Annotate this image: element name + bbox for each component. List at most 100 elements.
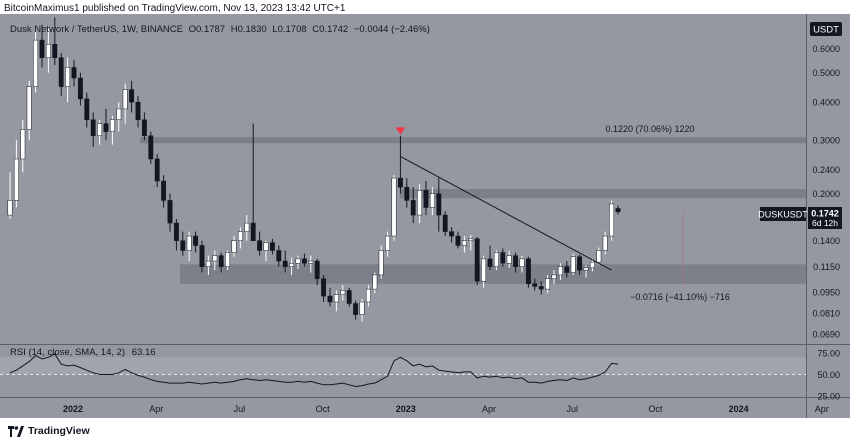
candle-down	[103, 123, 109, 132]
rsi-tick-label: 75.00	[817, 349, 840, 359]
candle-up	[186, 235, 192, 251]
candle-up	[7, 200, 13, 216]
candle-down	[346, 290, 352, 304]
time-tick-label: Apr	[149, 404, 163, 414]
candle-down	[52, 44, 58, 58]
symbol-name[interactable]: Dusk Network / TetherUS, 1W, BINANCE	[10, 24, 183, 35]
candle-down	[276, 250, 282, 262]
candle-down	[532, 283, 538, 287]
candle-down	[193, 235, 199, 246]
candle-up	[26, 86, 32, 130]
ohlc-close: C0.1742	[312, 24, 349, 35]
candle-up	[391, 177, 397, 237]
rsi-axis[interactable]	[806, 345, 850, 397]
downside-target-label: −0.0716 (−41.10%) −716	[630, 292, 730, 302]
candle-down	[161, 180, 167, 201]
candle-down	[71, 67, 77, 79]
candle-up	[97, 123, 103, 137]
currency-badge[interactable]: USDT	[810, 22, 842, 36]
currency-label: USDT	[813, 25, 839, 36]
candle-down	[442, 214, 448, 232]
candle-down	[525, 258, 531, 285]
ohlc-high: H0.1830	[230, 24, 267, 35]
candle-down	[449, 231, 455, 237]
time-axis[interactable]	[0, 398, 806, 418]
candle-up	[65, 67, 71, 87]
candle-up	[429, 193, 435, 208]
tradingview-footer[interactable]: TradingView	[8, 425, 90, 437]
price-axis[interactable]	[806, 14, 850, 344]
candle-up	[372, 274, 378, 290]
candle-up	[333, 294, 339, 303]
time-tick-label: 2024	[729, 404, 749, 414]
candle-up	[289, 263, 295, 267]
symbol-legend[interactable]: Dusk Network / TetherUS, 1W, BINANCE O0.…	[10, 24, 433, 35]
candle-down	[538, 286, 544, 290]
candle-up	[116, 108, 122, 121]
candle-down	[173, 222, 179, 241]
candle-up	[602, 235, 608, 251]
candle-down	[410, 200, 416, 216]
candle-down	[404, 186, 410, 201]
candle-up	[359, 301, 365, 315]
resistance-zone	[140, 137, 806, 144]
candle-up	[385, 235, 391, 251]
candle-down	[135, 101, 141, 121]
candle-up	[589, 261, 595, 269]
peak-marker-icon	[395, 127, 406, 135]
last-price-value: 0.1742	[811, 209, 839, 219]
rsi-legend-value: 63.16	[131, 347, 156, 358]
price-pane[interactable]	[0, 14, 806, 344]
rsi-legend-label[interactable]: RSI (14, close, SMA, 14, 2)	[10, 347, 126, 358]
candle-up	[570, 256, 576, 273]
time-tick-label: 2022	[63, 404, 83, 414]
candle-up	[33, 39, 39, 87]
candle-down	[148, 135, 154, 160]
candle-down	[353, 303, 359, 315]
candle-up	[417, 190, 423, 216]
candle-up	[225, 252, 231, 267]
price-tick-label: 0.1150	[813, 262, 840, 272]
candle-up	[231, 240, 237, 253]
candle-up	[45, 44, 51, 58]
candle-down	[321, 278, 327, 297]
candle-up	[583, 267, 589, 271]
price-tick-label: 0.3000	[812, 136, 840, 146]
candle-up	[596, 250, 602, 263]
candle-down	[397, 177, 403, 188]
descending-trendline	[400, 156, 612, 271]
rsi-legend[interactable]: RSI (14, close, SMA, 14, 2) 63.16	[10, 347, 156, 358]
candle-up	[545, 278, 551, 290]
ohlc-change: −0.0044 (−2.46%)	[353, 24, 430, 35]
rsi-tick-label: 50.00	[817, 370, 840, 380]
candle-down	[615, 208, 621, 213]
candle-down	[577, 256, 583, 271]
time-tick-label: Oct	[316, 404, 331, 414]
candle-up	[212, 255, 218, 262]
candle-down	[199, 245, 205, 267]
tradingview-logo-icon	[8, 426, 24, 437]
ohlc-low: L0.1708	[272, 24, 307, 35]
candle-down	[500, 252, 506, 264]
candle-down	[58, 57, 64, 87]
candle-up	[365, 288, 371, 303]
candle-up	[468, 238, 474, 241]
candle-up	[461, 240, 467, 246]
candle-up	[295, 258, 301, 264]
rsi-line	[9, 353, 619, 388]
support-zone	[180, 264, 806, 284]
candle-up	[378, 250, 384, 276]
candle-down	[301, 258, 307, 264]
price-tick-label: 0.2400	[812, 165, 840, 175]
time-tick-label: Apr	[482, 404, 496, 414]
candle-down	[282, 260, 288, 267]
resistance-zone	[400, 189, 806, 199]
footer-brand: TradingView	[28, 425, 90, 437]
candle-down	[154, 158, 160, 182]
time-tick-label: Jul	[566, 404, 578, 414]
candle-down	[39, 39, 45, 58]
candle-down	[423, 190, 429, 208]
candle-down	[474, 238, 480, 282]
